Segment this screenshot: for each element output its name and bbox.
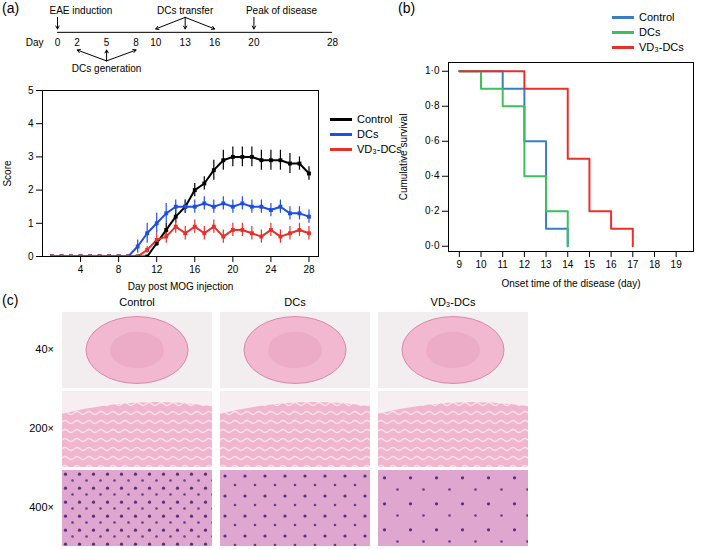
html-text:DCs: DCs	[357, 128, 379, 140]
svg-text:2: 2	[28, 184, 34, 195]
svg-text:16: 16	[189, 264, 201, 275]
svg-text:0·2: 0·2	[425, 205, 440, 216]
svg-text:10: 10	[475, 259, 487, 270]
svg-text:DCs transfer: DCs transfer	[157, 5, 214, 16]
svg-text:8: 8	[133, 37, 139, 48]
svg-text:Day: Day	[26, 37, 44, 48]
svg-text:24: 24	[265, 264, 277, 275]
svg-text:9: 9	[457, 259, 463, 270]
svg-text:18: 18	[649, 259, 661, 270]
svg-text:4: 4	[28, 118, 34, 129]
html-text:400×: 400×	[29, 501, 54, 513]
html-text:VD₃-DCs: VD₃-DCs	[430, 296, 476, 308]
svg-text:EAE induction: EAE induction	[50, 5, 113, 16]
svg-text:0·6: 0·6	[425, 135, 440, 146]
svg-text:14: 14	[562, 259, 574, 270]
html-text:(b): (b)	[398, 0, 416, 16]
html-text:Control: Control	[119, 296, 155, 308]
html-text:DCs: DCs	[639, 26, 661, 38]
svg-text:16: 16	[209, 37, 221, 48]
svg-text:20: 20	[248, 37, 260, 48]
svg-text:1·0: 1·0	[425, 65, 440, 76]
svg-text:1: 1	[28, 218, 34, 229]
svg-text:Day post MOG injection: Day post MOG injection	[128, 281, 234, 292]
html-text:200×: 200×	[29, 422, 54, 434]
svg-text:28: 28	[327, 37, 339, 48]
html-text:VD₃-DCs: VD₃-DCs	[357, 143, 402, 155]
svg-text:15: 15	[584, 259, 596, 270]
svg-text:19: 19	[671, 259, 683, 270]
html-text:DCs: DCs	[284, 296, 306, 308]
svg-text:0·0: 0·0	[425, 240, 440, 251]
svg-text:0·8: 0·8	[425, 100, 440, 111]
svg-text:5: 5	[28, 85, 34, 96]
svg-text:Onset time of the disease (day: Onset time of the disease (day)	[502, 278, 641, 289]
html-text:40×: 40×	[35, 343, 54, 355]
html-text:VD₃-DCs: VD₃-DCs	[639, 41, 684, 53]
svg-text:10: 10	[150, 37, 162, 48]
svg-text:0·4: 0·4	[425, 170, 440, 181]
svg-text:Score: Score	[2, 160, 13, 187]
html-text:Control: Control	[639, 11, 675, 23]
svg-text:13: 13	[180, 37, 192, 48]
svg-text:DCs generation: DCs generation	[72, 63, 141, 74]
svg-text:8: 8	[116, 264, 122, 275]
svg-text:0: 0	[55, 37, 61, 48]
svg-text:5: 5	[104, 37, 110, 48]
svg-text:11: 11	[498, 259, 509, 270]
svg-text:3: 3	[28, 151, 34, 162]
html-text:Control: Control	[357, 113, 393, 125]
html-text:(c): (c)	[2, 292, 19, 308]
svg-text:0: 0	[28, 251, 34, 262]
html-text:(a): (a)	[2, 0, 20, 16]
svg-text:4: 4	[78, 264, 84, 275]
svg-text:12: 12	[151, 264, 163, 275]
svg-text:28: 28	[303, 264, 315, 275]
svg-text:17: 17	[627, 259, 639, 270]
svg-text:Cumulative survival: Cumulative survival	[398, 114, 409, 201]
svg-text:12: 12	[519, 259, 531, 270]
svg-text:2: 2	[74, 37, 80, 48]
svg-text:13: 13	[541, 259, 553, 270]
svg-text:Peak of disease: Peak of disease	[246, 5, 318, 16]
svg-text:20: 20	[227, 264, 239, 275]
svg-text:16: 16	[606, 259, 618, 270]
